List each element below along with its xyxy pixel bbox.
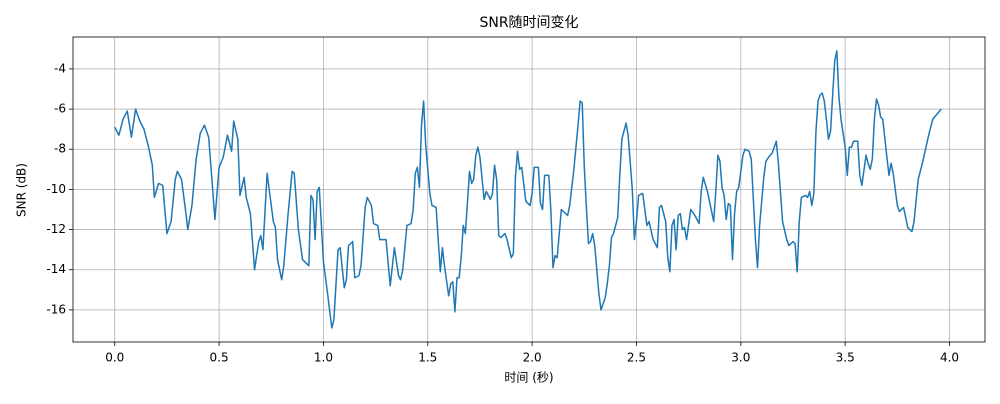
y-tick-label: -6 (54, 102, 66, 116)
x-tick-label: 0.0 (105, 351, 124, 365)
x-tick-label: 0.5 (210, 351, 229, 365)
x-tick-label: 2.5 (627, 351, 646, 365)
y-tick-label: -12 (46, 222, 66, 236)
x-tick-label: 3.5 (836, 351, 855, 365)
y-tick-label: -14 (46, 262, 66, 276)
y-tick-label: -8 (54, 142, 66, 156)
x-tick-label: 2.0 (523, 351, 542, 365)
x-tick-label: 4.0 (940, 351, 959, 365)
x-axis-label: 时间 (秒) (504, 371, 553, 385)
y-tick-label: -10 (46, 182, 66, 196)
plot-frame (72, 36, 986, 343)
x-tick-label: 1.5 (418, 351, 437, 365)
x-tick-label: 3.0 (731, 351, 750, 365)
y-axis-label: SNR (dB) (15, 163, 29, 217)
x-tick-label: 1.0 (314, 351, 333, 365)
y-tick-label: -16 (46, 302, 66, 316)
y-tick-label: -4 (54, 61, 66, 75)
chart-title: SNR随时间变化 (479, 15, 578, 31)
data-line (114, 50, 942, 329)
